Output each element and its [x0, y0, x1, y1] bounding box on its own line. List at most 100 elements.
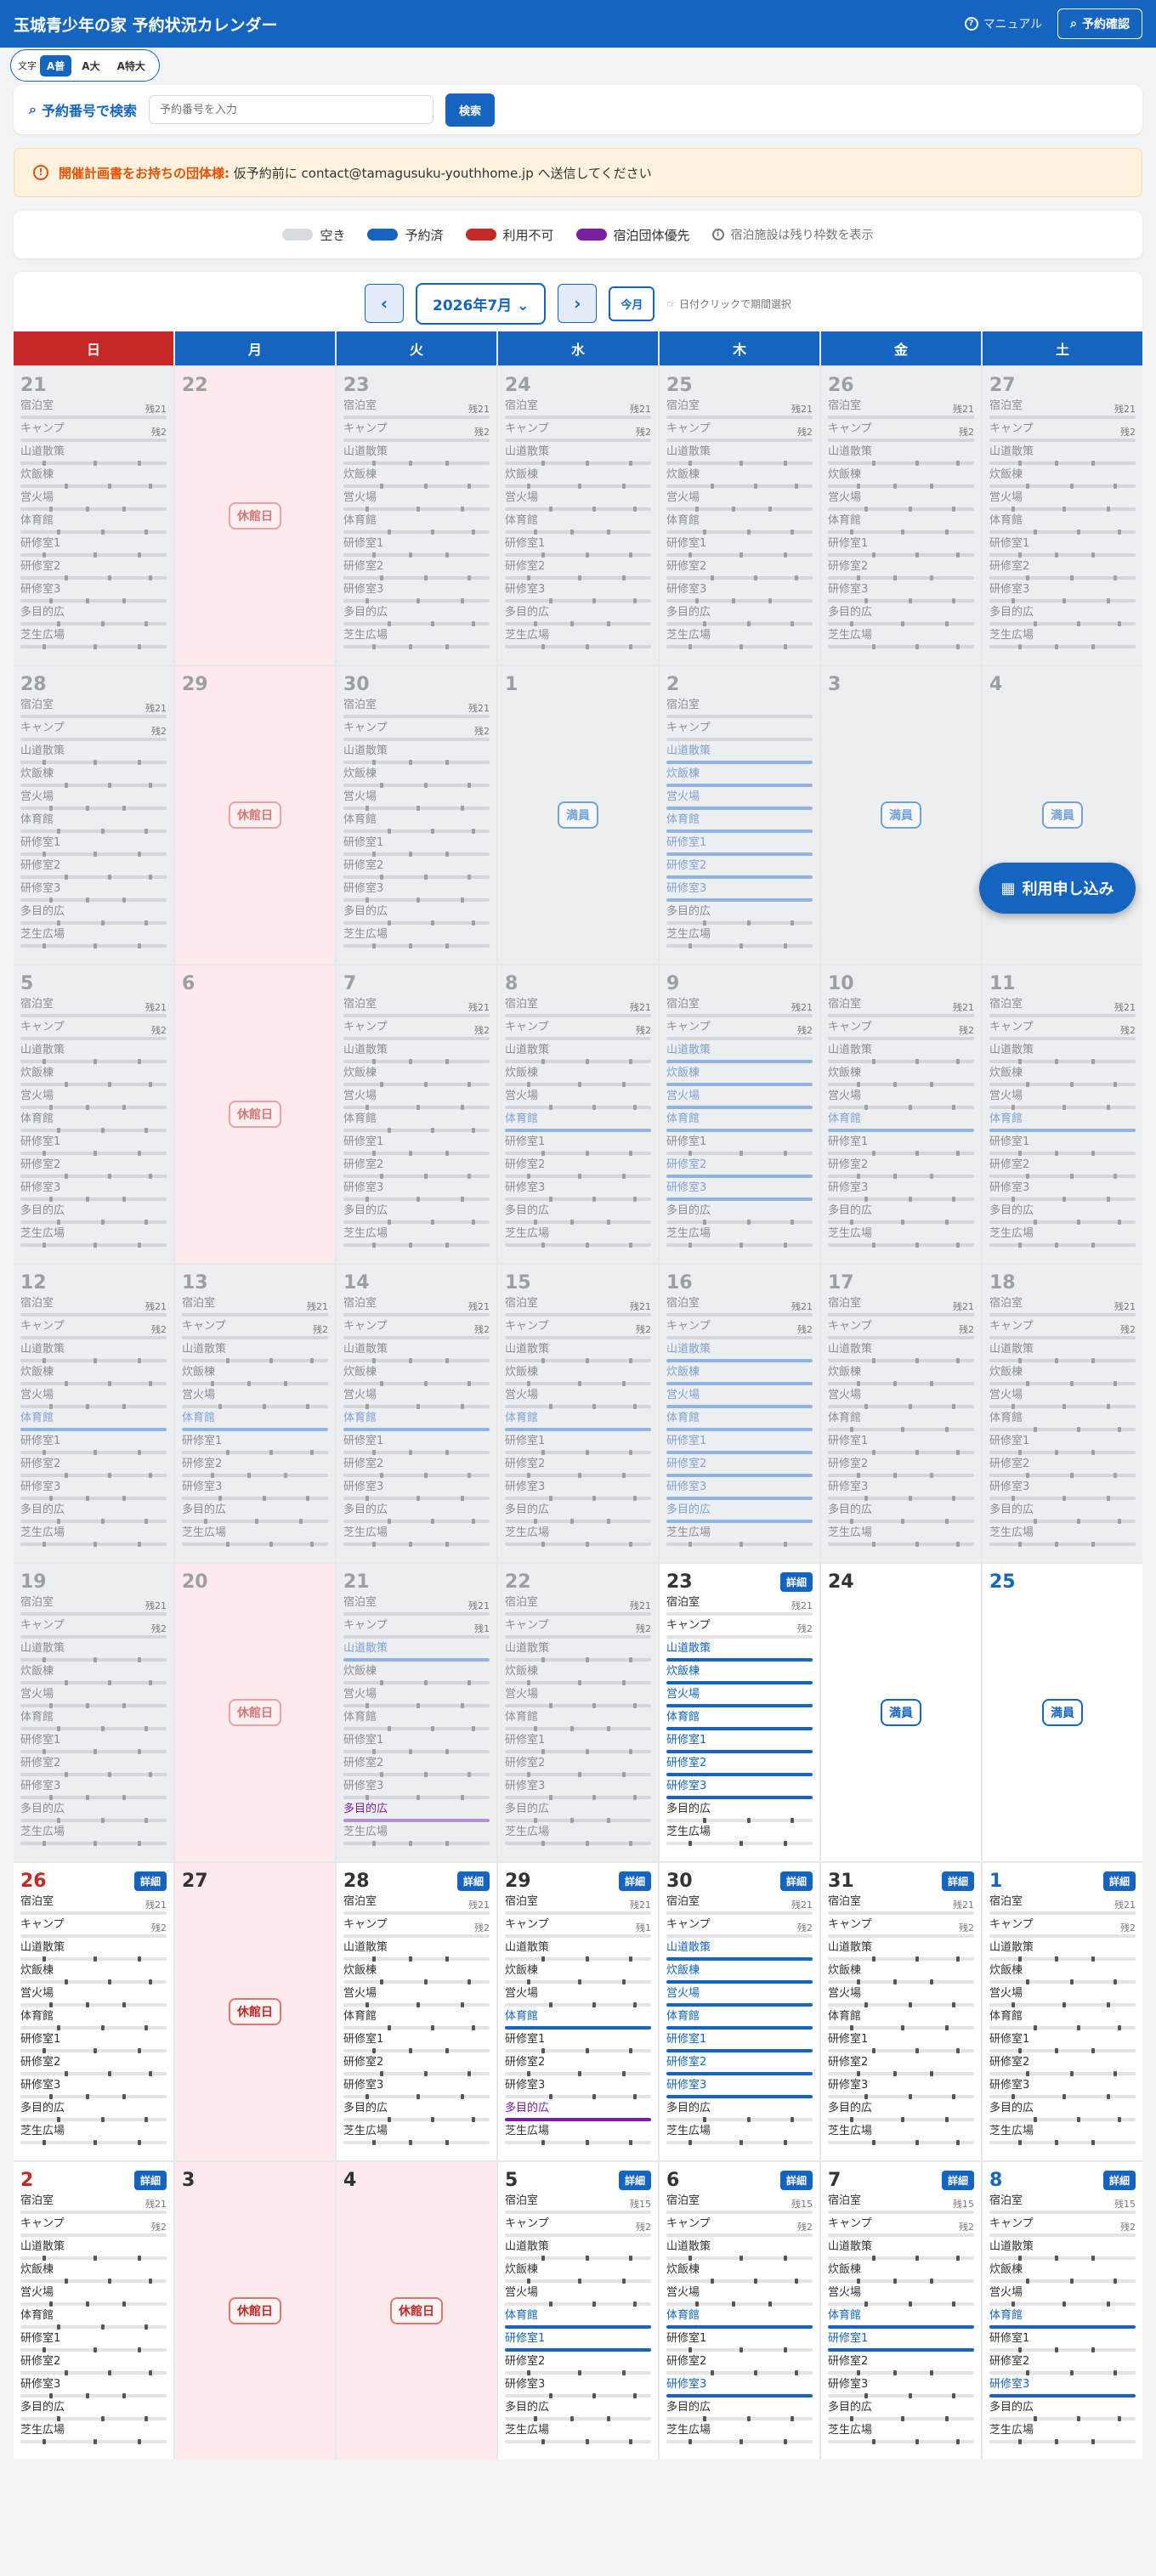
facility-row[interactable]: 炊飯棟: [343, 1065, 490, 1088]
facility-row[interactable]: 体育館: [505, 1410, 651, 1433]
facility-row[interactable]: 芝生広場: [666, 2123, 813, 2146]
facility-row[interactable]: 体育館: [989, 1410, 1136, 1433]
calendar-day-cell[interactable]: 18 宿泊室 残21 キャンプ 残2 山道散策 炊飯棟 営火場 体育館 研修室1 研修室2 研修室3 多…: [983, 1265, 1142, 1562]
facility-row[interactable]: 山道散策: [20, 1042, 167, 1065]
facility-row[interactable]: 炊飯棟: [20, 1065, 167, 1088]
calendar-day-cell[interactable]: 5 詳細 宿泊室 残15 キャンプ 残2 山道散策 炊飯棟 営火場 体育館 研修室1 研修室2 研修室3…: [498, 2162, 658, 2460]
facility-row[interactable]: 多目的広: [505, 1502, 651, 1525]
facility-row[interactable]: 多目的広: [20, 2399, 167, 2422]
facility-row[interactable]: 炊飯棟: [343, 1663, 490, 1686]
facility-row[interactable]: 体育館: [343, 1709, 490, 1732]
facility-row[interactable]: 山道散策: [505, 1640, 651, 1663]
facility-row[interactable]: 研修室3: [989, 2077, 1136, 2100]
facility-row[interactable]: キャンプ 残2: [20, 720, 167, 743]
facility-row[interactable]: 炊飯棟: [666, 1364, 813, 1387]
facility-row[interactable]: 多目的広: [666, 1502, 813, 1525]
facility-row[interactable]: 山道散策: [666, 444, 813, 467]
facility-row[interactable]: 山道散策: [666, 2239, 813, 2262]
facility-row[interactable]: 営火場: [828, 2284, 974, 2307]
facility-row[interactable]: 芝生広場: [666, 926, 813, 949]
facility-row[interactable]: 宿泊室 残21: [505, 1594, 651, 1617]
facility-row[interactable]: 山道散策: [343, 444, 490, 467]
detail-button[interactable]: 詳細: [941, 1871, 974, 1891]
facility-row[interactable]: 営火場: [343, 1387, 490, 1410]
detail-button[interactable]: 詳細: [1102, 2171, 1136, 2190]
font-size-xlarge-button[interactable]: A特大: [116, 59, 145, 72]
facility-row[interactable]: 宿泊室 残21: [505, 1295, 651, 1318]
facility-row[interactable]: 体育館: [828, 1410, 974, 1433]
facility-row[interactable]: 研修室2: [666, 2353, 813, 2376]
facility-row[interactable]: 炊飯棟: [20, 1962, 167, 1985]
facility-row[interactable]: キャンプ 残2: [989, 1318, 1136, 1341]
facility-row[interactable]: 研修室1: [989, 1433, 1136, 1456]
month-select[interactable]: 2026年7月 ⌄: [416, 282, 547, 325]
facility-row[interactable]: 山道散策: [828, 1939, 974, 1962]
facility-row[interactable]: 宿泊室 残21: [20, 697, 167, 720]
facility-row[interactable]: 研修室3: [505, 581, 651, 604]
facility-row[interactable]: 多目的広: [343, 903, 490, 926]
calendar-day-cell[interactable]: 2 詳細 宿泊室 残21 キャンプ 残2 山道散策 炊飯棟 営火場 体育館 研修室1 研修室2 研修室3…: [14, 2162, 173, 2460]
facility-row[interactable]: 炊飯棟: [505, 2262, 651, 2284]
facility-row[interactable]: キャンプ 残2: [989, 421, 1136, 444]
facility-row[interactable]: 宿泊室 残21: [666, 1594, 813, 1617]
facility-row[interactable]: 芝生広場: [989, 1226, 1136, 1248]
calendar-day-cell[interactable]: 1 詳細 宿泊室 残21 キャンプ 残2 山道散策 炊飯棟 営火場 体育館 研修室1 研修室2 研修室3…: [983, 1863, 1142, 2160]
facility-row[interactable]: 芝生広場: [505, 1525, 651, 1548]
facility-row[interactable]: 炊飯棟: [20, 2262, 167, 2284]
font-size-large-button[interactable]: A大: [82, 59, 100, 72]
facility-row[interactable]: 宿泊室 残21: [20, 398, 167, 421]
facility-row[interactable]: 研修室1: [666, 1134, 813, 1157]
facility-row[interactable]: キャンプ 残2: [666, 1019, 813, 1042]
facility-row[interactable]: 宿泊室 残21: [20, 2193, 167, 2216]
facility-row[interactable]: 芝生広場: [989, 1525, 1136, 1548]
facility-row[interactable]: 研修室1: [505, 1134, 651, 1157]
calendar-day-cell[interactable]: 28 詳細 宿泊室 残21 キャンプ 残2 山道散策 炊飯棟 営火場 体育館 研修室1 研修室2 研修室…: [337, 1863, 496, 2160]
facility-row[interactable]: 研修室1: [343, 535, 490, 558]
facility-row[interactable]: 多目的広: [666, 604, 813, 627]
calendar-day-cell[interactable]: 29 休館日: [175, 666, 335, 964]
facility-row[interactable]: 山道散策: [828, 444, 974, 467]
facility-row[interactable]: 芝生広場: [666, 1525, 813, 1548]
facility-row[interactable]: 炊飯棟: [505, 1962, 651, 1985]
facility-row[interactable]: 研修室2: [505, 558, 651, 581]
facility-row[interactable]: キャンプ 残2: [989, 1916, 1136, 1939]
facility-row[interactable]: 多目的広: [989, 2100, 1136, 2123]
facility-row[interactable]: 多目的広: [343, 1801, 490, 1824]
facility-row[interactable]: 営火場: [989, 2284, 1136, 2307]
calendar-day-cell[interactable]: 21 宿泊室 残21 キャンプ 残2 山道散策 炊飯棟 営火場 体育館 研修室1 研修室2 研修室3 多…: [14, 367, 173, 665]
facility-row[interactable]: 多目的広: [828, 1203, 974, 1226]
facility-row[interactable]: 炊飯棟: [505, 1364, 651, 1387]
facility-row[interactable]: 研修室1: [505, 2031, 651, 2054]
facility-row[interactable]: 宿泊室 残15: [828, 2193, 974, 2216]
facility-row[interactable]: 研修室3: [828, 2376, 974, 2399]
facility-row[interactable]: 宿泊室 残21: [828, 398, 974, 421]
facility-row[interactable]: 体育館: [666, 512, 813, 535]
facility-row[interactable]: キャンプ 残2: [20, 1019, 167, 1042]
facility-row[interactable]: キャンプ 残2: [343, 1019, 490, 1042]
facility-row[interactable]: 芝生広場: [20, 2422, 167, 2445]
facility-row[interactable]: 研修室2: [828, 2054, 974, 2077]
facility-row[interactable]: 炊飯棟: [343, 467, 490, 490]
facility-row[interactable]: 研修室1: [505, 2330, 651, 2353]
facility-row[interactable]: 研修室3: [828, 1180, 974, 1203]
facility-row[interactable]: 研修室1: [989, 1134, 1136, 1157]
facility-row[interactable]: 芝生広場: [343, 1226, 490, 1248]
facility-row[interactable]: 芝生広場: [828, 627, 974, 650]
facility-row[interactable]: 研修室2: [505, 1755, 651, 1778]
facility-row[interactable]: 営火場: [505, 1686, 651, 1709]
calendar-day-cell[interactable]: 7 詳細 宿泊室 残15 キャンプ 残2 山道散策 炊飯棟 営火場 体育館 研修室1 研修室2 研修室3…: [821, 2162, 981, 2460]
facility-row[interactable]: 芝生広場: [343, 1525, 490, 1548]
facility-row[interactable]: キャンプ 残2: [505, 1019, 651, 1042]
calendar-day-cell[interactable]: 26 宿泊室 残21 キャンプ 残2 山道散策 炊飯棟 営火場 体育館 研修室1 研修室2 研修室3 多…: [821, 367, 981, 665]
detail-button[interactable]: 詳細: [779, 1871, 813, 1891]
facility-row[interactable]: 研修室2: [20, 558, 167, 581]
facility-row[interactable]: キャンプ 残2: [505, 421, 651, 444]
facility-row[interactable]: 研修室2: [505, 1456, 651, 1479]
facility-row[interactable]: 体育館: [666, 2008, 813, 2031]
calendar-day-cell[interactable]: 20 休館日: [175, 1564, 335, 1861]
facility-row[interactable]: キャンプ 残2: [343, 1916, 490, 1939]
facility-row[interactable]: 芝生広場: [343, 926, 490, 949]
calendar-day-cell[interactable]: 25 満員: [983, 1564, 1142, 1861]
facility-row[interactable]: 研修室2: [828, 1456, 974, 1479]
facility-row[interactable]: 研修室2: [343, 1456, 490, 1479]
